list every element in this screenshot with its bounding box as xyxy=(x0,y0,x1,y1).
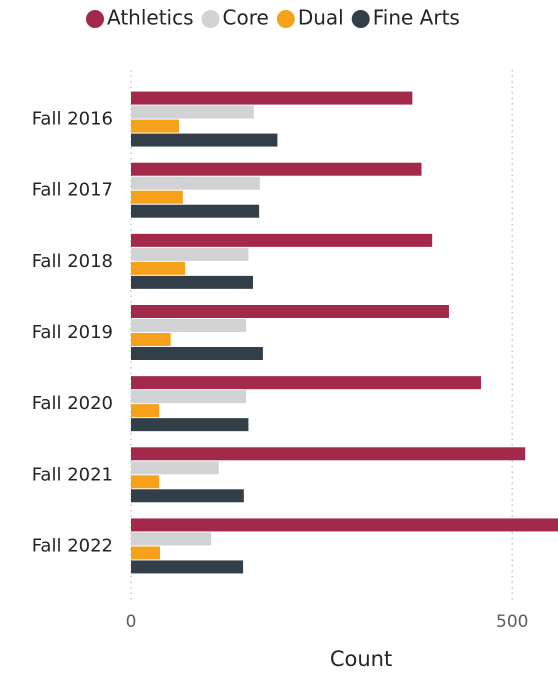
y-tick-label: Fall 2019 xyxy=(32,322,113,343)
y-tick-label: Fall 2021 xyxy=(32,464,113,485)
legend-marker xyxy=(276,10,295,28)
bar xyxy=(131,247,249,261)
bar xyxy=(131,376,481,390)
bar xyxy=(131,447,526,461)
y-tick-label: Fall 2020 xyxy=(32,393,113,414)
bar xyxy=(131,390,247,404)
bar xyxy=(131,176,260,190)
legend-marker xyxy=(351,10,370,28)
bar xyxy=(131,91,413,105)
bar xyxy=(131,333,171,346)
bar xyxy=(131,489,244,503)
bar xyxy=(131,546,160,560)
y-tick-label: Fall 2016 xyxy=(32,109,113,130)
bar xyxy=(131,518,558,532)
legend-label: Dual xyxy=(298,6,344,30)
y-tick-label: Fall 2022 xyxy=(32,535,113,556)
bar xyxy=(131,119,180,133)
bar xyxy=(131,418,249,432)
bar xyxy=(131,347,263,360)
legend-marker xyxy=(86,10,104,28)
bar xyxy=(131,404,160,418)
legend-label: Athletics xyxy=(107,6,194,30)
bar xyxy=(131,233,433,247)
bar xyxy=(131,162,422,176)
bar xyxy=(131,261,186,275)
bar xyxy=(131,204,260,218)
bar xyxy=(131,275,253,289)
y-tick-label: Fall 2018 xyxy=(32,251,113,272)
legend-marker xyxy=(201,10,220,28)
bar xyxy=(131,305,449,318)
bar xyxy=(131,133,278,147)
x-tick-label: 500 xyxy=(496,612,528,632)
bar xyxy=(131,560,244,574)
bar xyxy=(131,475,160,489)
y-tick-label: Fall 2017 xyxy=(32,180,113,201)
x-tick-label: 0 xyxy=(126,612,137,632)
bar xyxy=(131,319,247,332)
bar xyxy=(131,105,254,119)
bar xyxy=(131,532,212,546)
bar xyxy=(131,190,183,204)
x-axis-title: Count xyxy=(330,647,392,671)
legend-label: Core xyxy=(223,6,269,30)
legend-label: Fine Arts xyxy=(373,6,460,30)
bar xyxy=(131,461,219,475)
